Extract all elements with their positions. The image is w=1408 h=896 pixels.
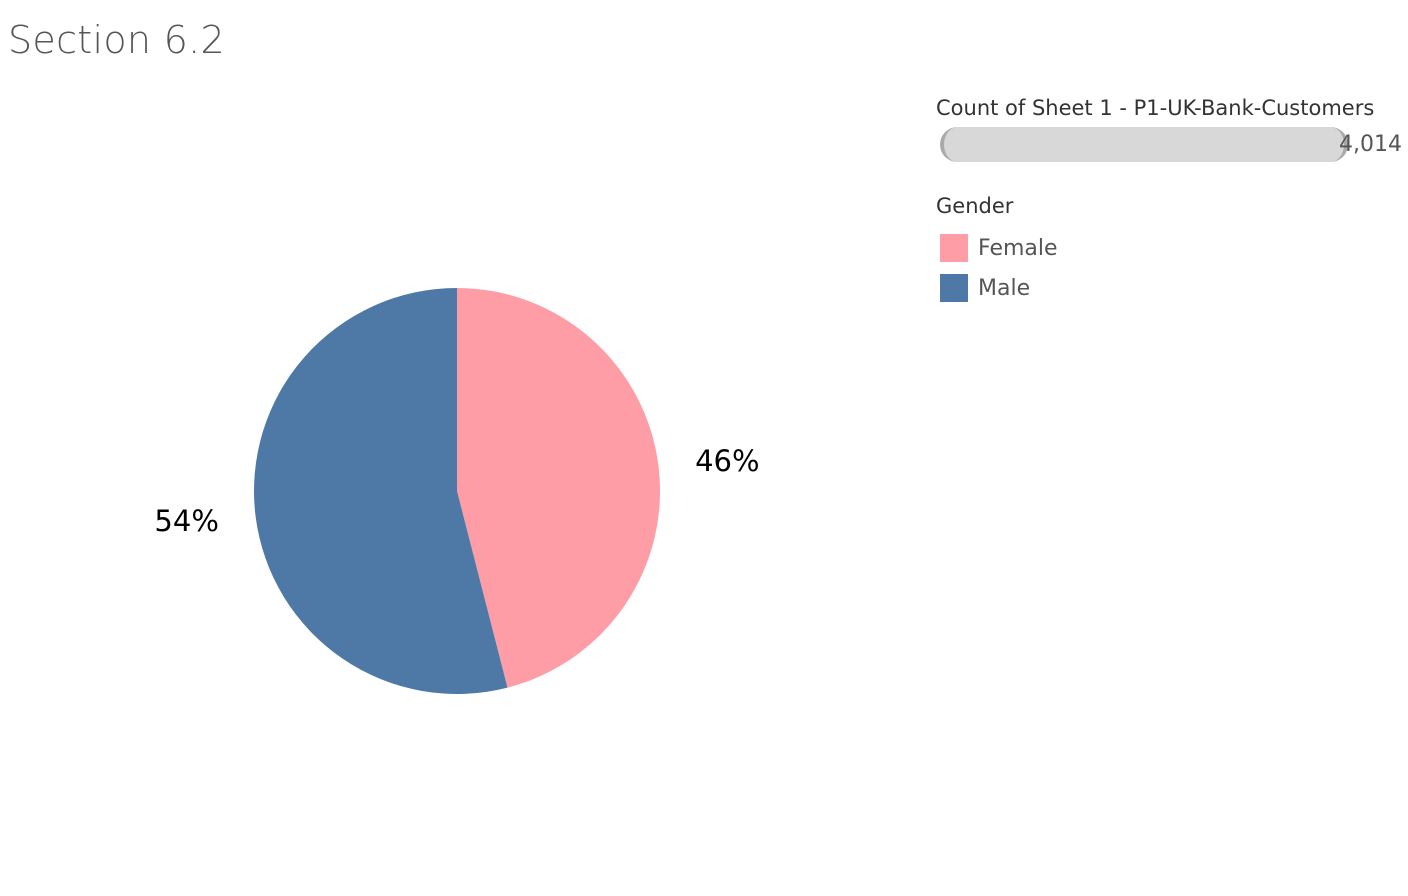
color-legend: Female Male (940, 228, 1058, 308)
pie-chart: 46% 54% (154, 288, 760, 694)
size-legend-bar (940, 127, 1348, 162)
page-title: Section 6.2 (8, 18, 225, 62)
color-legend-title: Gender (936, 194, 1014, 218)
pie-label-female: 46% (695, 444, 759, 478)
legend-swatch (940, 274, 968, 302)
size-legend-track (940, 127, 1348, 162)
pie-label-male: 54% (154, 504, 218, 538)
pie-slice-female[interactable] (457, 288, 661, 688)
pie-slice-male[interactable] (254, 288, 508, 694)
legend-label: Male (978, 275, 1031, 301)
legend-swatch (940, 234, 968, 262)
size-legend-value: 4,014 (1339, 132, 1402, 157)
size-legend-title: Count of Sheet 1 - P1-UK-Bank-Customers (936, 96, 1375, 120)
legend-item-female[interactable]: Female (940, 228, 1058, 268)
legend-item-male[interactable]: Male (940, 268, 1058, 308)
legend-label: Female (978, 235, 1058, 261)
